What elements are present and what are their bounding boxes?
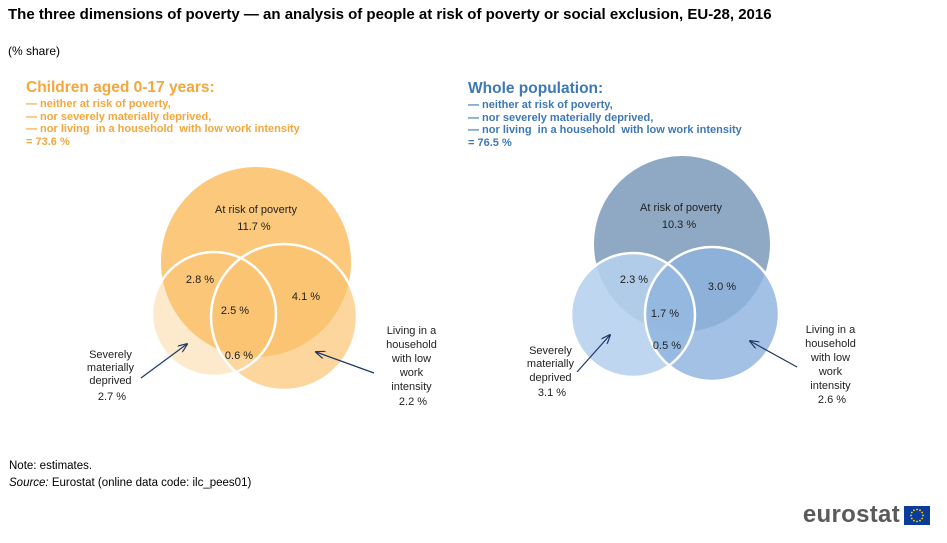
label-line: household (386, 339, 437, 351)
whole-heading-block: Whole population: — neither at risk of p… (468, 79, 742, 149)
flag-star (921, 517, 924, 519)
children-heading-line: — nor severely materially deprived, (26, 110, 212, 123)
children-workint-arrow (316, 352, 375, 374)
whole-workint-arrow (750, 341, 798, 368)
whole-workint-value: 2.6 % (818, 394, 846, 406)
flag-star (916, 520, 918, 522)
whole-overlap-pov-dep: 2.3 % (620, 274, 648, 286)
label-line: Living in a (806, 324, 856, 336)
children-heading-line: — neither at risk of poverty, (26, 98, 171, 110)
chart-subtitle: (% share) (8, 44, 61, 58)
label-line: with low (810, 352, 850, 364)
children-workint-value: 2.2 % (399, 396, 427, 408)
label-line: intensity (810, 380, 851, 392)
source-line: Source: Eurostat (online data code: ilc_… (9, 477, 251, 489)
children-heading-line: — nor living in a household with low wor… (26, 123, 300, 135)
whole-workint-label: Living in a household with low work inte… (805, 324, 859, 406)
whole-poverty-value: 10.3 % (662, 219, 696, 231)
source-label: Source: (9, 477, 49, 489)
whole-heading-total: = 76.5 % (468, 136, 512, 149)
flag-star (922, 514, 924, 516)
children-overlap-pov-dep: 2.8 % (186, 274, 214, 286)
children-venn: At risk of poverty 11.7 % 2.8 % 4.1 % 2.… (87, 167, 440, 408)
label-line: Severely (89, 349, 132, 361)
whole-workint-outline (643, 245, 781, 383)
children-workint-outline (209, 242, 359, 392)
whole-poverty-label: At risk of poverty (640, 202, 722, 214)
flag-star (913, 508, 915, 511)
chart-title: The three dimensions of poverty — an ana… (8, 6, 772, 23)
children-workint-label: Living in a household with low work inte… (386, 325, 440, 408)
children-deprived-value: 2.7 % (98, 391, 126, 403)
whole-overlap-pov-work: 3.0 % (708, 281, 736, 293)
children-deprived-outline (150, 250, 278, 378)
whole-heading-line: — nor living in a household with low wor… (468, 124, 742, 136)
children-poverty-circle (161, 167, 351, 357)
flag-star (919, 519, 921, 522)
flag-star (921, 511, 924, 513)
whole-overlap-all: 1.7 % (651, 308, 679, 320)
children-heading-total: = 73.6 % (26, 135, 70, 148)
children-poverty-value: 11.7 % (237, 221, 271, 233)
flag-star (910, 514, 912, 516)
label-line: work (818, 366, 843, 378)
flag-star (919, 508, 921, 511)
label-line: Severely (529, 345, 572, 357)
children-deprived-label: Severely materially deprived 2.7 % (87, 349, 137, 403)
children-heading-block: Children aged 0-17 years: — neither at r… (26, 78, 300, 148)
label-line: deprived (89, 375, 131, 387)
children-heading: Children aged 0-17 years: (26, 79, 215, 96)
flag-star (910, 517, 913, 519)
label-line: with low (391, 353, 431, 365)
whole-deprived-outline (569, 251, 697, 379)
label-line: household (805, 338, 856, 350)
children-overlap-pov-work: 4.1 % (292, 291, 320, 303)
whole-deprived-arrow (576, 335, 610, 373)
flag-star (913, 519, 915, 522)
whole-deprived-value: 3.1 % (538, 387, 566, 399)
label-line: work (399, 367, 424, 379)
whole-deprived-label: Severely materially deprived 3.1 % (527, 345, 577, 399)
whole-venn: At risk of poverty 10.3 % 2.3 % 3.0 % 1.… (527, 156, 859, 406)
source-text: Eurostat (online data code: ilc_pees01) (51, 477, 252, 489)
label-line: intensity (391, 381, 432, 393)
note: Note: estimates. (9, 460, 93, 472)
flag-star (910, 511, 913, 513)
label-line: Living in a (387, 325, 437, 337)
children-poverty-label: At risk of poverty (215, 204, 297, 216)
whole-heading-line: — nor severely materially deprived, (468, 111, 654, 124)
flag-star (916, 508, 918, 510)
label-line: materially (527, 358, 575, 370)
whole-overlap-dep-work: 0.5 % (653, 340, 681, 352)
children-deprived-arrow (140, 344, 187, 379)
label-line: deprived (529, 372, 571, 384)
whole-workint-circle (645, 247, 779, 381)
whole-heading-line: — neither at risk of poverty, (468, 99, 613, 111)
logo-text: eurostat (802, 501, 900, 528)
whole-heading: Whole population: (468, 80, 604, 97)
eu-flag-icon (904, 505, 930, 525)
eurostat-logo: eurostat (803, 501, 930, 529)
label-line: materially (87, 362, 135, 374)
children-overlap-dep-work: 0.6 % (225, 350, 253, 362)
children-overlap-all: 2.5 % (221, 305, 249, 317)
